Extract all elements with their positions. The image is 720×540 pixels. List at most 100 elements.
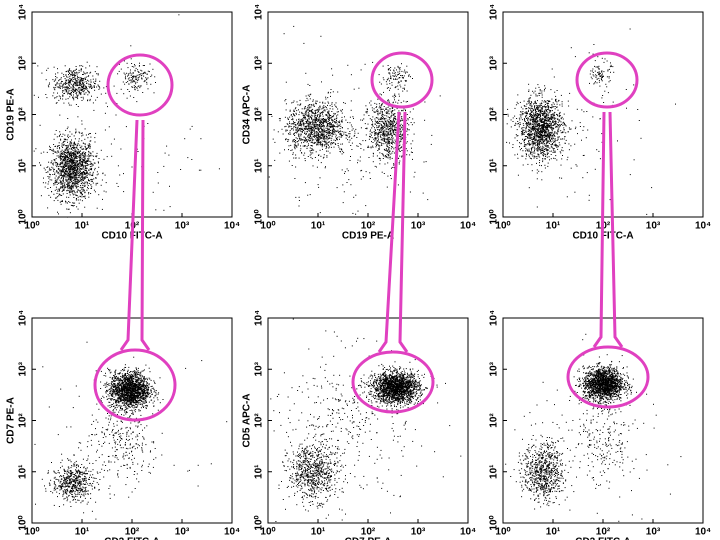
event-dot: [328, 141, 330, 143]
event-dot: [525, 111, 527, 113]
event-dot: [79, 181, 80, 183]
event-dot: [66, 183, 68, 185]
event-dot: [341, 153, 343, 155]
event-dot: [390, 75, 392, 77]
event-dot: [75, 104, 77, 105]
event-dot: [394, 99, 395, 101]
event-dot: [311, 158, 313, 160]
event-dot: [56, 77, 58, 79]
event-dot: [330, 95, 331, 97]
event-dot: [146, 81, 148, 83]
event-dot: [82, 154, 84, 156]
event-dot: [71, 185, 73, 187]
event-dot: [393, 94, 395, 96]
event-dot: [70, 188, 72, 190]
event-dot: [103, 87, 105, 89]
event-dot: [402, 124, 404, 126]
event-dot: [339, 128, 341, 130]
event-dot: [291, 128, 292, 130]
event-dot: [288, 145, 290, 147]
event-dot: [372, 125, 374, 127]
event-dot: [69, 154, 71, 155]
event-dot: [325, 118, 327, 120]
event-dot: [77, 164, 78, 166]
event-dot: [78, 157, 80, 158]
event-dot: [72, 177, 74, 179]
event-dot: [532, 109, 534, 111]
event-dot: [81, 79, 83, 81]
event-dot: [552, 125, 554, 126]
event-dot: [78, 87, 79, 89]
event-dot: [101, 179, 103, 181]
event-dot: [315, 132, 317, 134]
event-dot: [65, 80, 67, 82]
event-dot: [293, 113, 294, 115]
event-dot: [98, 86, 100, 88]
event-dot: [307, 124, 309, 126]
event-dot: [304, 106, 306, 107]
event-dot: [304, 122, 306, 124]
event-dot: [62, 158, 64, 160]
event-dot: [307, 108, 309, 110]
event-dot: [122, 81, 124, 83]
event-dot: [323, 119, 325, 121]
event-dot: [323, 140, 325, 142]
event-dot: [534, 135, 536, 137]
event-dot: [62, 95, 64, 97]
event-dot: [56, 171, 58, 173]
y-tick-label: 10²: [18, 107, 29, 122]
event-dot: [94, 89, 96, 91]
event-dot: [72, 187, 74, 189]
event-dot: [133, 76, 135, 78]
event-dot: [337, 114, 339, 116]
event-dot: [310, 106, 312, 108]
event-dot: [330, 129, 331, 131]
event-dot: [285, 103, 287, 105]
event-dot: [556, 113, 557, 115]
event-dot: [52, 79, 54, 81]
event-dot: [67, 185, 69, 187]
event-dot: [33, 94, 35, 96]
event-dot: [387, 140, 389, 142]
event-dot: [77, 156, 79, 158]
event-dot: [379, 105, 381, 107]
event-dot: [314, 127, 316, 129]
event-dot: [88, 83, 90, 85]
event-dot: [71, 89, 73, 91]
event-dot: [355, 213, 357, 215]
event-dot: [81, 78, 83, 80]
event-dot: [322, 125, 323, 127]
event-dot: [54, 159, 56, 161]
event-dot: [39, 124, 41, 126]
event-dot: [63, 167, 65, 169]
event-dot: [544, 85, 546, 87]
event-dot: [69, 158, 71, 160]
event-dot: [331, 143, 333, 145]
event-dot: [393, 75, 395, 77]
event-dot: [405, 109, 406, 111]
event-dot: [67, 187, 69, 189]
event-dot: [56, 181, 58, 183]
event-dot: [536, 148, 538, 150]
event-dot: [394, 118, 396, 120]
event-dot: [100, 93, 102, 95]
event-dot: [80, 69, 82, 70]
event-dot: [292, 118, 294, 120]
event-dot: [68, 158, 70, 159]
event-dot: [69, 88, 71, 89]
event-dot: [76, 170, 77, 172]
event-dot: [76, 97, 78, 99]
event-dot: [322, 134, 324, 136]
event-dot: [321, 118, 323, 120]
event-dot: [94, 167, 96, 169]
event-dot: [73, 175, 75, 176]
event-dot: [88, 85, 90, 87]
event-dot: [559, 144, 561, 146]
event-dot: [291, 116, 293, 118]
event-dot: [382, 133, 384, 135]
event-dot: [543, 127, 545, 128]
event-dot: [400, 80, 402, 82]
event-dot: [81, 140, 83, 142]
event-dot: [290, 144, 292, 146]
event-dot: [309, 150, 311, 152]
